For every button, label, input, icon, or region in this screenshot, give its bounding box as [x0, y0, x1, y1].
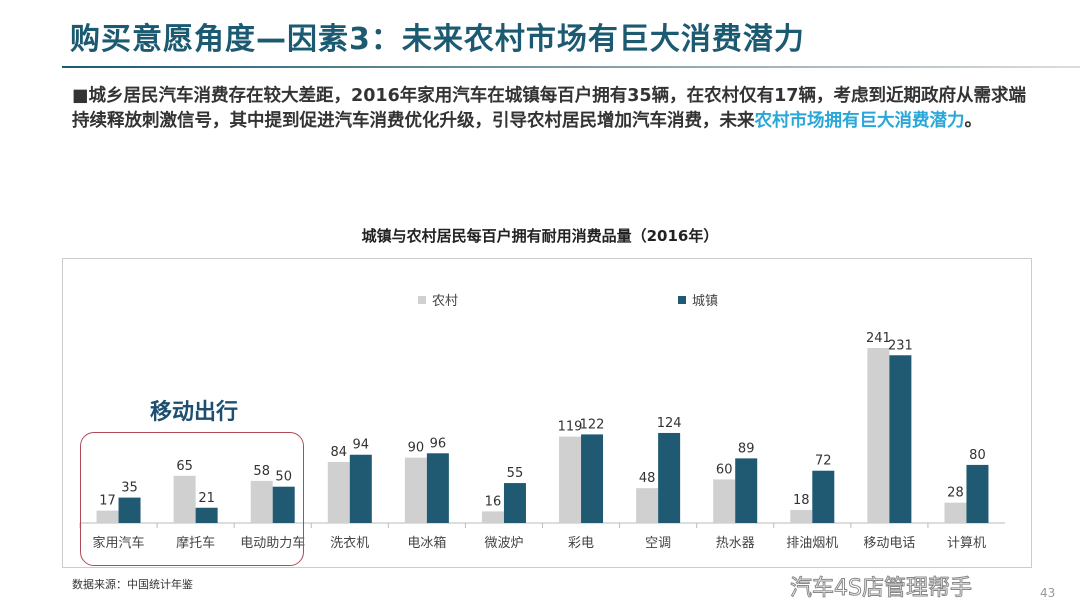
- data-label: 16: [485, 494, 502, 509]
- data-label: 231: [888, 338, 913, 353]
- x-tick-label: 彩电: [568, 536, 594, 551]
- bar-rural: [173, 475, 196, 523]
- bar-rural: [327, 462, 350, 523]
- chart-frame: [62, 258, 1032, 568]
- data-label: 58: [253, 464, 270, 479]
- data-label: 28: [947, 486, 964, 501]
- x-tick-label: 空调: [645, 536, 671, 551]
- data-label: 65: [176, 459, 193, 474]
- summary-paragraph: ■城乡居民汽车消费存在较大差距，2016年家用汽车在城镇每百户拥有35辆，在农村…: [72, 84, 1032, 134]
- bar-urban: [581, 434, 604, 523]
- legend-swatch: [418, 296, 426, 304]
- summary-end: 。: [964, 111, 983, 131]
- data-label: 80: [969, 448, 986, 463]
- summary-text: ■城乡居民汽车消费存在较大差距，2016年家用汽车在城镇每百户拥有35辆，在农村…: [72, 86, 1026, 131]
- legend-label: 农村: [432, 294, 458, 309]
- bar-urban: [889, 355, 912, 523]
- x-tick-label: 家用汽车: [93, 535, 145, 551]
- x-tick-label: 移动电话: [863, 536, 915, 551]
- x-tick-label: 热水器: [716, 536, 755, 551]
- data-label: 48: [639, 471, 656, 486]
- watermark: 汽车4S店管理帮手: [790, 576, 973, 602]
- data-label: 18: [793, 493, 810, 508]
- data-label: 84: [331, 445, 348, 460]
- bar-rural: [790, 509, 813, 523]
- x-tick-label: 摩托车: [176, 535, 215, 551]
- x-tick-label: 电冰箱: [407, 535, 446, 551]
- data-label: 124: [657, 416, 682, 431]
- x-tick-label: 计算机: [947, 536, 986, 551]
- x-tick-label: 微波炉: [484, 536, 523, 551]
- data-label: 90: [408, 441, 425, 456]
- data-label: 96: [430, 436, 447, 451]
- data-label: 50: [275, 470, 292, 485]
- bar-urban: [658, 432, 681, 523]
- data-label: 122: [580, 417, 605, 432]
- data-label: 35: [121, 481, 138, 496]
- data-label: 241: [866, 331, 891, 346]
- mobility-group-label: 移动出行: [150, 400, 239, 425]
- data-label: 72: [815, 454, 832, 469]
- data-label: 17: [99, 494, 116, 509]
- page-number: 43: [1040, 586, 1056, 600]
- data-label: 60: [716, 462, 733, 477]
- bar-urban: [118, 497, 141, 523]
- mobility-group-outline: [80, 432, 304, 566]
- data-label: 55: [507, 466, 524, 481]
- bar-rural: [867, 348, 890, 523]
- bar-urban: [812, 470, 835, 523]
- x-tick-label: 排油烟机: [786, 536, 838, 551]
- x-tick-label: 电动助力车: [240, 535, 305, 551]
- data-source: 数据来源：中国统计年鉴: [72, 578, 193, 591]
- chart-title: 城镇与农村居民每百户拥有耐用消费品量（2016年）: [361, 227, 719, 245]
- title-divider: [62, 66, 1080, 68]
- bar-rural: [713, 479, 736, 523]
- x-tick-label: 洗衣机: [330, 535, 369, 551]
- data-label: 119: [558, 420, 583, 435]
- data-label: 94: [353, 438, 370, 453]
- bar-urban: [426, 453, 449, 523]
- bar-urban: [195, 507, 218, 523]
- bar-rural: [944, 502, 967, 523]
- bar-urban: [272, 486, 295, 523]
- bar-urban: [503, 483, 526, 523]
- data-label: 89: [738, 441, 755, 456]
- data-label: 21: [198, 491, 215, 506]
- legend-label: 城镇: [692, 294, 718, 309]
- bar-urban: [349, 454, 372, 523]
- bar-urban: [966, 464, 989, 523]
- bar-urban: [735, 458, 758, 523]
- summary-highlight: 农村市场拥有巨大消费潜力: [754, 111, 965, 131]
- bar-rural: [96, 510, 119, 523]
- page-title: 购买意愿角度—因素3：未来农村市场有巨大消费潜力: [70, 22, 805, 57]
- bar-rural: [636, 488, 659, 523]
- bar-rural: [404, 457, 427, 523]
- legend-swatch: [678, 296, 686, 304]
- bar-rural: [250, 480, 273, 523]
- bar-rural: [481, 511, 504, 523]
- bar-rural: [559, 436, 582, 523]
